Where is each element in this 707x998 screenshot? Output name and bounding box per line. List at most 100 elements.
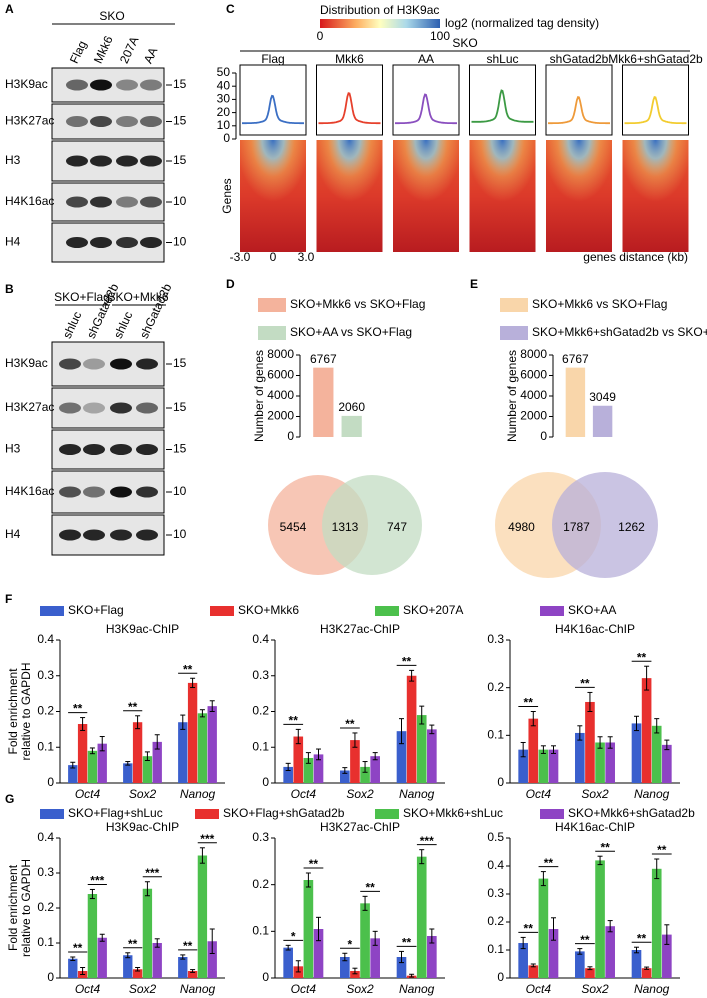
significance: ** — [128, 937, 138, 951]
band — [66, 196, 88, 208]
y-tick-label: 6000 — [267, 368, 294, 382]
profile-curve — [395, 93, 457, 125]
bar — [370, 938, 380, 978]
band — [90, 79, 112, 91]
profile-box — [469, 64, 536, 136]
profile-curve — [471, 89, 534, 123]
significance: ** — [402, 936, 412, 950]
bar — [77, 724, 88, 783]
significance: * — [348, 937, 353, 951]
y-axis-label: Fold enrichment — [6, 864, 20, 951]
band — [90, 196, 112, 208]
bar — [97, 743, 107, 783]
x-tick-label: Sox2 — [581, 787, 609, 801]
bar — [370, 756, 380, 783]
bar — [641, 678, 652, 783]
x-tick-label: Sox2 — [129, 787, 157, 801]
bar — [303, 757, 314, 783]
band — [110, 529, 132, 541]
significance: ** — [73, 702, 83, 716]
value-label: 2060 — [338, 400, 365, 414]
y-tick-label: 2000 — [267, 409, 294, 423]
lane-label: AA — [141, 45, 160, 65]
band — [59, 444, 81, 455]
significance: ** — [309, 857, 319, 871]
legend-swatch — [195, 809, 219, 819]
row-label: H3 — [5, 153, 21, 167]
bar — [313, 754, 324, 783]
y-tick-label: 0.1 — [37, 935, 54, 949]
colorbar-label: log2 (normalized tag density) — [445, 16, 599, 30]
y-tick-label: 0.3 — [487, 886, 504, 900]
legend-swatch — [540, 606, 564, 616]
bar — [197, 855, 208, 978]
lane-label: Mkk6 — [91, 33, 116, 65]
legend-swatch — [540, 809, 564, 819]
y-tick-label: 0.4 — [37, 632, 54, 646]
heatmap-ylabel: Genes — [220, 178, 234, 213]
marker-label: 10 — [173, 484, 187, 498]
significance: ** — [600, 840, 610, 854]
y-tick-label: 30 — [217, 92, 231, 106]
value-label: 6767 — [562, 352, 589, 366]
chart-title: H3K9ac-ChIP — [106, 820, 179, 834]
significance: ** — [637, 650, 647, 664]
band — [116, 237, 138, 248]
bar — [207, 941, 217, 978]
sample-label: Mkk6+shGatad2b — [608, 52, 703, 66]
y-tick-label: 0.1 — [252, 739, 269, 753]
sample-label: Flag — [261, 52, 284, 66]
legend-swatch — [500, 326, 528, 340]
x-tick-label: Sox2 — [581, 982, 609, 996]
x-tick-label: 3.0 — [298, 250, 315, 264]
legend-swatch — [375, 809, 399, 819]
lane-label: shluc — [60, 309, 85, 340]
row-label: H4K16ac — [5, 484, 54, 498]
y-tick-label: 0.2 — [252, 877, 269, 891]
x-tick-label: Nanog — [634, 982, 670, 996]
marker-label: 10 — [173, 194, 187, 208]
significance: ** — [73, 941, 83, 955]
bar — [396, 731, 407, 783]
x-tick-label: Oct4 — [75, 982, 101, 996]
bar — [132, 722, 143, 783]
bar — [68, 765, 78, 783]
chart-title: H3K27ac-ChIP — [320, 820, 400, 834]
bar — [631, 723, 642, 783]
venn-count: 1787 — [563, 520, 590, 534]
bar — [595, 742, 605, 783]
y-tick-label: 10 — [217, 118, 231, 132]
band — [59, 486, 81, 498]
bar — [68, 958, 78, 978]
legend-swatch — [40, 606, 64, 616]
legend-label: SKO+Mkk6+shLuc — [403, 806, 503, 820]
profile-box — [622, 64, 689, 136]
panel-label: B — [5, 282, 14, 296]
panel-label: C — [226, 2, 235, 16]
bar — [416, 715, 427, 783]
legend-swatch — [375, 606, 399, 616]
bar — [123, 763, 133, 783]
bar — [585, 701, 595, 783]
y-tick-label: 0.2 — [487, 680, 504, 694]
band — [136, 529, 158, 541]
legend-label: SKO+Mkk6+shGatad2b — [568, 806, 695, 820]
y-tick-label: 0 — [262, 775, 269, 789]
y-tick-label: 0.5 — [487, 830, 504, 844]
bar — [427, 729, 437, 783]
band — [136, 486, 158, 498]
significance: ** — [657, 843, 667, 857]
row-label: H3K27ac — [5, 400, 54, 414]
band — [59, 358, 81, 370]
profile-box — [316, 64, 383, 136]
row-label: H3K9ac — [5, 77, 48, 91]
bar — [575, 732, 585, 783]
x-tick-label: Oct4 — [291, 787, 317, 801]
y-axis-label: Number of genes — [252, 350, 266, 442]
heatmap-header: SKO — [452, 36, 477, 50]
bar — [132, 969, 143, 978]
bar — [142, 888, 153, 978]
y-tick-label: 0.3 — [252, 668, 269, 682]
panel-label: D — [226, 277, 235, 291]
